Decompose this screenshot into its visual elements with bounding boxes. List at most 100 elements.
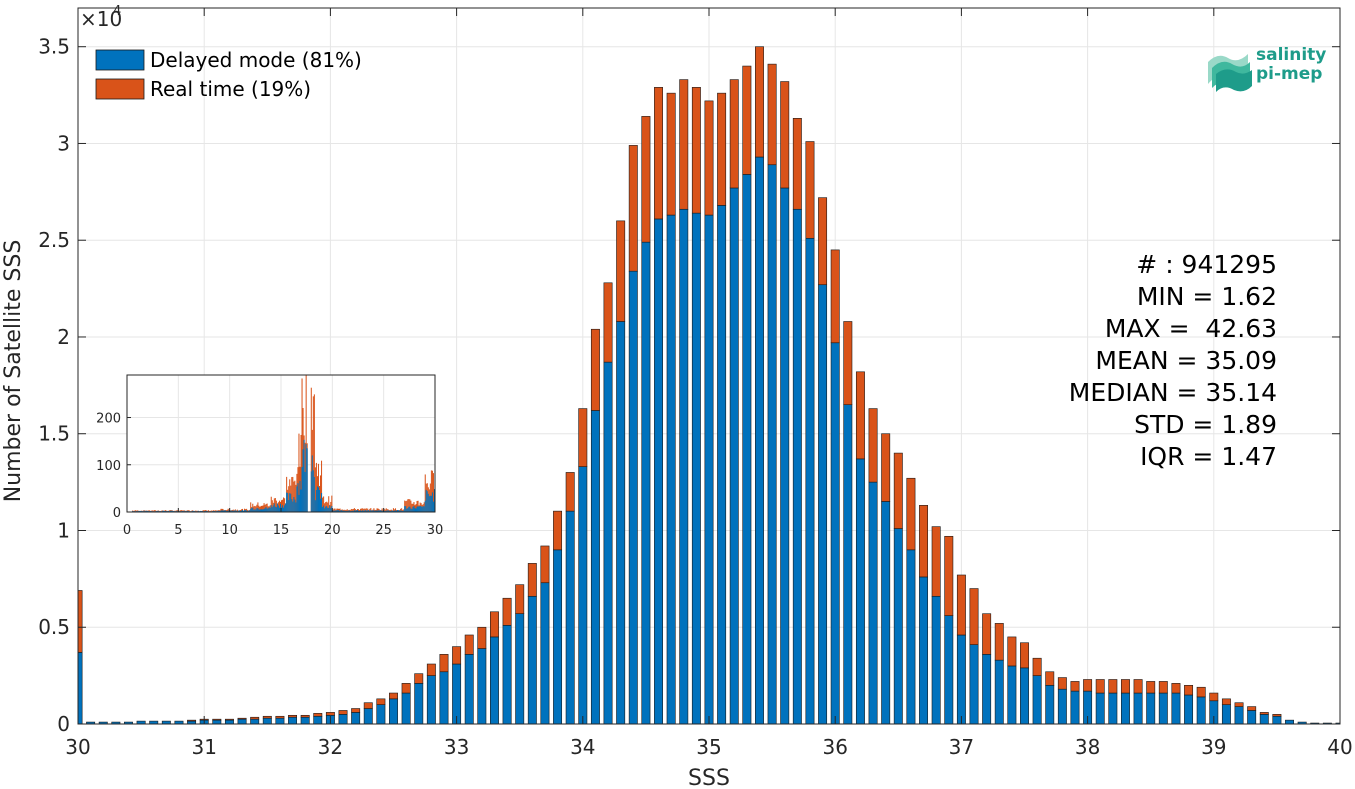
bar-delayed [1171, 692, 1181, 725]
inset-bar-delayed [298, 494, 300, 512]
inset-bar-delayed [428, 496, 430, 512]
inset-bar-delayed [220, 510, 222, 512]
inset-bar-delayed [371, 510, 373, 512]
inset-bar-delayed [368, 510, 370, 512]
inset-bar-realtime [284, 498, 286, 512]
inset-bar-delayed [425, 489, 427, 512]
x-tick-label: 34 [570, 735, 595, 759]
bar-delayed [540, 582, 550, 725]
bar-realtime [1095, 679, 1105, 694]
inset-bar-delayed [228, 510, 230, 512]
inset-bar-realtime [359, 510, 361, 512]
bar-delayed [654, 218, 663, 725]
inset-bar-delayed [381, 510, 383, 512]
inset-bar-delayed [314, 500, 316, 512]
inset-bar-realtime [271, 500, 273, 512]
inset-bar-delayed [267, 508, 269, 512]
inset-bar-realtime [393, 509, 395, 512]
inset-bar-delayed [387, 510, 389, 512]
inset-bar-realtime [381, 508, 383, 512]
inset-bar-delayed [254, 509, 256, 512]
bar-delayed [679, 208, 689, 725]
inset-bar-realtime [258, 505, 260, 512]
inset-bar-delayed [240, 510, 242, 512]
inset-x-tick-label: 25 [375, 523, 392, 538]
bar-realtime [944, 535, 954, 616]
inset-bar-delayed [323, 505, 325, 512]
bar-realtime [893, 452, 903, 529]
inset-bar-delayed [277, 505, 279, 512]
bar-realtime [931, 526, 941, 597]
inset-bar-realtime [177, 510, 179, 512]
inset-bar-realtime [254, 505, 256, 512]
inset-bar-realtime [283, 497, 285, 512]
bar-realtime [1070, 681, 1080, 692]
inset-bar-delayed [170, 510, 172, 512]
inset-bar-delayed [379, 510, 381, 512]
inset-bar-realtime [389, 509, 391, 512]
x-tick-label: 30 [65, 735, 90, 759]
bar-realtime [212, 718, 222, 721]
inset-bar-delayed [427, 493, 429, 512]
inset-bar-realtime [246, 508, 248, 512]
inset-bar-realtime [432, 473, 434, 512]
inset-bar-delayed [361, 510, 363, 512]
inset-bar-delayed [358, 510, 360, 512]
inset-bar-delayed [270, 505, 272, 512]
bar-delayed [1184, 694, 1194, 725]
inset-bar-delayed [401, 510, 403, 512]
y-exponent-label: ×10 [80, 7, 122, 31]
inset-bar-delayed [403, 510, 405, 512]
bar-delayed [717, 205, 727, 725]
inset-bar-delayed [187, 510, 189, 512]
bar-delayed [489, 636, 499, 725]
bar-delayed [868, 481, 878, 725]
inset-bar-delayed [217, 510, 219, 512]
x-tick-label: 37 [949, 735, 974, 759]
bar-delayed [691, 212, 701, 725]
inset-bar-delayed [246, 510, 248, 512]
inset-bar-delayed [347, 510, 349, 512]
bar-realtime [1045, 671, 1055, 686]
bar-delayed [755, 156, 764, 725]
inset-bar-delayed [186, 510, 188, 512]
inset-bar-realtime [208, 510, 210, 512]
inset-bar-realtime [220, 508, 222, 512]
inset-bar-delayed [400, 510, 402, 512]
inset-bar-realtime [406, 500, 408, 512]
inset-bar-realtime [275, 500, 277, 512]
inset-bar-realtime [236, 509, 238, 512]
bar-realtime [767, 63, 777, 166]
inset-bar-delayed [289, 493, 291, 512]
bar-realtime [1171, 683, 1181, 694]
inset-bar-realtime [312, 396, 314, 512]
inset-bar-realtime [255, 506, 257, 512]
inset-bar-realtime [314, 467, 316, 512]
bar-realtime [527, 563, 537, 597]
inset-bar-realtime [253, 506, 255, 512]
bar-realtime [704, 100, 714, 216]
x-tick-label: 32 [318, 735, 343, 759]
bar-realtime [300, 714, 310, 718]
inset-bar-realtime [301, 378, 303, 512]
bar-realtime [792, 118, 802, 210]
inset-bar-delayed [351, 510, 353, 512]
inset-bar-delayed [251, 507, 253, 512]
bar-realtime [616, 220, 626, 322]
inset-bar-delayed [418, 506, 420, 512]
bar-realtime [780, 81, 790, 189]
inset-bar-realtime [250, 502, 252, 512]
inset-bar-realtime [339, 508, 341, 512]
bar-delayed [641, 241, 651, 725]
inset-bar-realtime [410, 500, 412, 512]
bar-realtime [502, 597, 512, 626]
inset-bar-delayed [348, 510, 350, 512]
bar-delayed [250, 718, 260, 725]
bar-delayed [893, 528, 903, 725]
inset-bar-delayed [325, 506, 327, 512]
inset-bar-realtime [345, 509, 347, 512]
inset-x-tick-label: 5 [174, 523, 182, 538]
bar-realtime [628, 145, 638, 272]
inset-bar-realtime [369, 508, 371, 512]
inset-bar-realtime [409, 499, 411, 512]
